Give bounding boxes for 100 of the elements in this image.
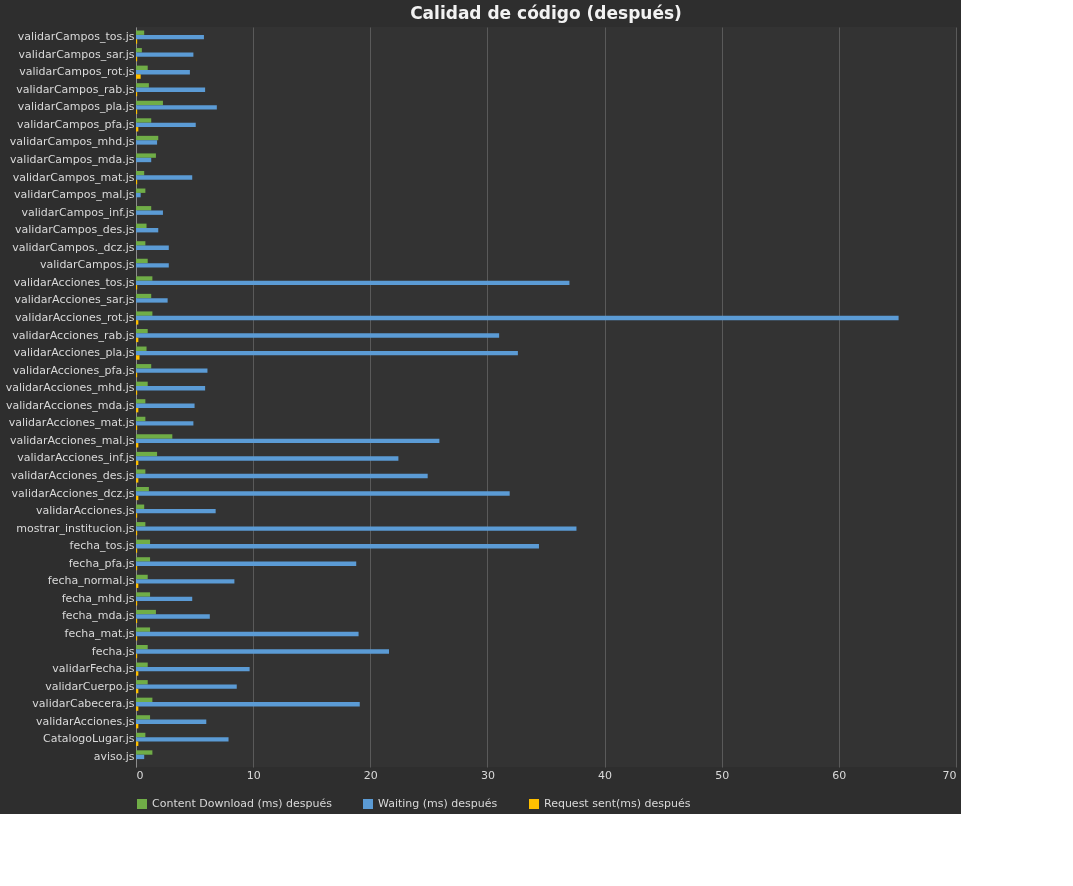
- bar: [136, 298, 168, 303]
- bar: [136, 631, 359, 637]
- y-tick-label: fecha_pfa.js: [68, 556, 135, 570]
- y-tick-label: validarCampos_des.js: [15, 223, 135, 237]
- bar: [136, 627, 151, 632]
- y-tick-label: validarAcciones_inf.js: [17, 451, 135, 465]
- bar: [136, 473, 428, 479]
- y-tick-label: validarAcciones_pfa.js: [12, 363, 135, 377]
- bar: [136, 328, 148, 334]
- bar: [136, 662, 148, 667]
- x-tick-label: 60: [832, 768, 847, 782]
- bar: [136, 157, 152, 163]
- bar: [136, 684, 237, 689]
- bar: [136, 263, 169, 268]
- bar: [136, 223, 147, 229]
- bar: [136, 666, 250, 672]
- bar: [136, 320, 139, 325]
- bar: [136, 241, 146, 246]
- bar: [136, 276, 153, 281]
- bar: [136, 118, 152, 123]
- bar: [136, 451, 158, 457]
- y-tick-label: fecha_mat.js: [64, 627, 135, 641]
- y-tick-label: validarCampos_rot.js: [19, 65, 135, 79]
- y-tick-label: aviso.js: [93, 749, 135, 763]
- y-tick-label: fecha.js: [91, 644, 135, 658]
- bar: [136, 574, 148, 580]
- bar: [136, 421, 194, 426]
- bar: [136, 34, 204, 40]
- bar: [136, 311, 153, 316]
- bar: [136, 434, 173, 439]
- bar: [136, 671, 139, 676]
- bar: [136, 614, 210, 619]
- bar: [136, 122, 196, 128]
- x-tick-label: 50: [715, 768, 730, 782]
- x-tick-label: 40: [598, 768, 613, 782]
- y-tick-label: validarAcciones_mat.js: [8, 416, 135, 430]
- bar: [136, 206, 152, 211]
- bar: [136, 192, 141, 198]
- x-tick-label: 30: [480, 768, 495, 782]
- y-tick-label: validarAcciones_rot.js: [15, 311, 135, 324]
- bar: [136, 52, 194, 57]
- y-tick-label: validarAcciones_dcz.js: [11, 486, 135, 500]
- bar: [136, 48, 142, 53]
- bar: [136, 592, 151, 597]
- bar: [136, 245, 169, 250]
- bar: [136, 438, 440, 444]
- bar: [136, 491, 510, 496]
- bar: [136, 609, 156, 615]
- y-tick-label: validarCampos_sar.js: [18, 47, 135, 61]
- bar: [136, 74, 141, 79]
- bar: [136, 333, 500, 338]
- bar: [136, 486, 149, 492]
- bar: [136, 715, 151, 720]
- bar: [136, 135, 159, 141]
- y-tick-label: validarCampos.js: [40, 258, 135, 272]
- legend-label: Content Download (ms) después: [152, 797, 333, 810]
- x-tick-label: 20: [363, 768, 378, 782]
- bar: [136, 315, 899, 321]
- chart-title: Calidad de código (después): [410, 3, 682, 23]
- bar: [136, 350, 518, 356]
- bar: [136, 403, 195, 408]
- bar: [136, 153, 156, 158]
- bar: [136, 368, 208, 373]
- bar: [136, 508, 216, 514]
- y-tick-label: validarFecha.js: [52, 662, 135, 676]
- bar: [136, 83, 149, 88]
- y-tick-label: validarCabecera.js: [32, 697, 135, 711]
- bar: [136, 386, 206, 391]
- bar: [136, 355, 140, 360]
- bar: [136, 557, 151, 562]
- y-tick-label: validarAcciones.js: [35, 504, 135, 518]
- bar: [136, 87, 206, 92]
- y-tick-label: validarCampos_rab.js: [16, 82, 135, 96]
- bar: [136, 469, 146, 474]
- bar: [136, 280, 570, 286]
- bar: [136, 399, 146, 404]
- bar: [136, 644, 148, 650]
- bar: [136, 539, 151, 545]
- y-tick-label: mostrar_institucion.js: [16, 521, 135, 535]
- x-tick-label: 70: [942, 768, 957, 782]
- y-tick-label: validarCampos_mat.js: [12, 170, 135, 184]
- bar: [136, 649, 390, 654]
- legend-label: Request sent(ms) después: [544, 797, 691, 810]
- bar: [136, 561, 357, 566]
- x-tick-label: 10: [246, 768, 261, 782]
- bar: [136, 346, 147, 351]
- bar: [136, 526, 577, 531]
- bar: [136, 364, 152, 369]
- y-tick-label: fecha_mda.js: [61, 609, 135, 623]
- bar: [136, 105, 217, 110]
- x-tick-label: 0: [136, 768, 144, 782]
- bar: [136, 293, 152, 299]
- bar: [136, 140, 158, 145]
- bar: [136, 65, 148, 71]
- y-tick-label: validarCampos_pla.js: [17, 100, 135, 114]
- bar: [136, 737, 229, 742]
- bar: [136, 478, 139, 483]
- y-tick-label: validarAcciones_rab.js: [12, 328, 135, 342]
- y-tick-label: validarCuerpo.js: [45, 679, 135, 693]
- y-tick-label: validarAcciones_des.js: [10, 469, 135, 482]
